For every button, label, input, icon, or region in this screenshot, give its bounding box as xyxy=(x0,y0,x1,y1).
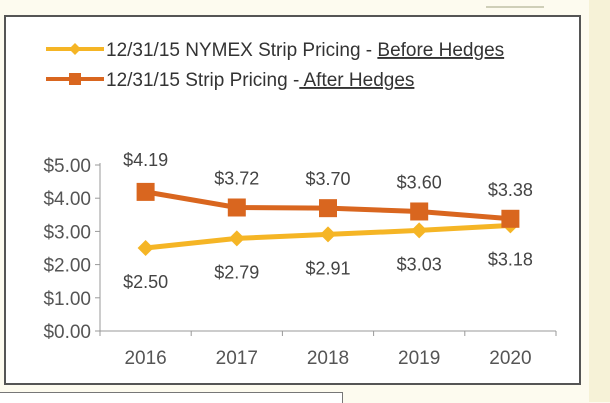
x-tick-label: 2017 xyxy=(216,348,258,369)
y-tick-label: $0.00 xyxy=(43,322,91,343)
data-label: $3.60 xyxy=(397,172,442,192)
data-label: $3.38 xyxy=(488,180,533,200)
series-layer: $2.50 $2.79 $2.91 $3.03 $3.18 $4.19 $3.72 $3.70… xyxy=(123,150,533,292)
data-label: $2.79 xyxy=(214,262,259,282)
x-tick-label: 2020 xyxy=(489,348,531,369)
y-tick-label: $1.00 xyxy=(43,289,91,310)
data-point-before-hedges xyxy=(137,240,154,256)
page-side-strip xyxy=(589,0,610,402)
y-tick-label: $5.00 xyxy=(43,156,91,177)
data-label: $3.70 xyxy=(305,169,350,189)
chart-frame: 12/31/15 NYMEX Strip Pricing - Before He… xyxy=(4,15,581,385)
corner-mark xyxy=(486,0,544,8)
data-label: $3.72 xyxy=(214,168,259,188)
data-label: $3.18 xyxy=(488,249,533,269)
data-label: $2.91 xyxy=(305,258,350,278)
x-tick-label: 2016 xyxy=(124,348,166,369)
data-label: $3.03 xyxy=(397,254,442,274)
y-tick-label: $3.00 xyxy=(43,222,91,243)
legend-label-0: 12/31/15 NYMEX Strip Pricing - Before He… xyxy=(106,40,504,61)
legend-marker-1 xyxy=(69,73,81,85)
data-point-after-hedges xyxy=(410,202,429,221)
data-label: $2.50 xyxy=(123,272,168,292)
bottom-table-edge xyxy=(0,392,343,403)
legend: 12/31/15 NYMEX Strip Pricing - Before He… xyxy=(46,40,504,91)
y-tick-label: $2.00 xyxy=(43,256,91,277)
data-point-after-hedges xyxy=(501,209,520,228)
y-axis: $0.00 $1.00 $2.00 $3.00 $4.00 $5.00 xyxy=(43,156,101,343)
data-point-before-hedges xyxy=(411,222,428,239)
data-point-after-hedges xyxy=(319,199,337,218)
x-tick-label: 2019 xyxy=(398,348,440,369)
line-chart: 12/31/15 NYMEX Strip Pricing - Before He… xyxy=(43,40,557,369)
x-axis: 2016 2017 2018 2019 2020 xyxy=(99,330,557,369)
data-point-before-hedges xyxy=(228,230,245,247)
data-point-after-hedges xyxy=(136,182,155,201)
legend-label-1: 12/31/15 Strip Pricing - After Hedges xyxy=(106,70,414,91)
data-point-after-hedges xyxy=(227,198,246,217)
data-point-before-hedges xyxy=(320,226,336,243)
data-label: $4.19 xyxy=(123,150,168,170)
x-tick-label: 2018 xyxy=(307,348,349,369)
y-tick-label: $4.00 xyxy=(43,189,91,210)
legend-marker-0 xyxy=(69,43,81,55)
